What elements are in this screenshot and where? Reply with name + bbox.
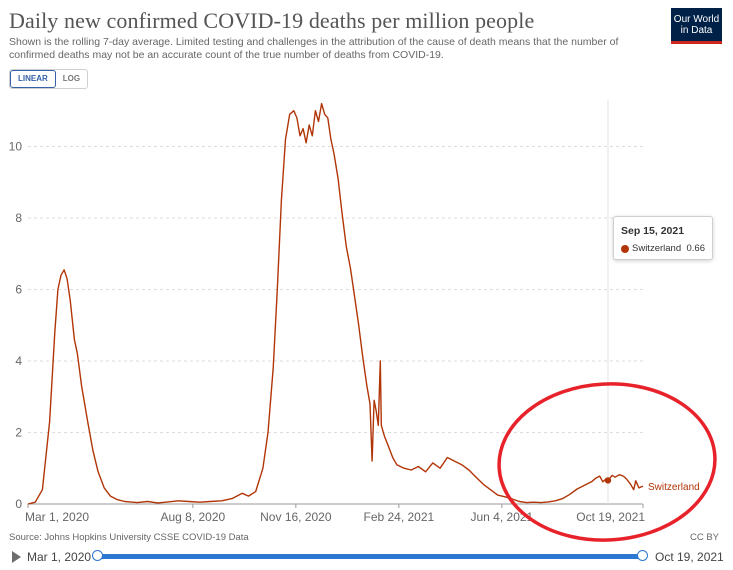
logo-text-line2: in Data xyxy=(680,25,713,36)
x-tick-label: Oct 19, 2021 xyxy=(576,510,645,524)
scale-toggle[interactable]: LINEAR LOG xyxy=(9,69,89,89)
logo-text-line1: Our World xyxy=(673,14,720,25)
tooltip-series-name: Switzerland xyxy=(632,243,682,254)
linear-scale-button[interactable]: LINEAR xyxy=(10,70,56,88)
series-line-switzerland xyxy=(27,102,644,505)
x-tick-label: Feb 24, 2021 xyxy=(363,510,434,524)
log-scale-button[interactable]: LOG xyxy=(62,74,81,83)
series-end-label: Switzerland xyxy=(648,482,700,493)
source-note[interactable]: Source: Johns Hopkins University CSSE CO… xyxy=(9,532,249,543)
y-tick-label: 10 xyxy=(9,139,23,153)
tooltip-series-dot xyxy=(621,245,629,253)
chart-subtitle: Shown is the rolling 7-day average. Limi… xyxy=(9,36,619,61)
x-tick-label: Aug 8, 2020 xyxy=(160,510,225,524)
chart-title: Daily new confirmed COVID-19 deaths per … xyxy=(9,8,535,33)
timeline-start-label: Mar 1, 2020 xyxy=(27,550,92,564)
y-tick-label: 6 xyxy=(15,282,22,296)
x-tick-label: Mar 1, 2020 xyxy=(25,510,89,524)
x-tick-label: Nov 16, 2020 xyxy=(260,510,332,524)
y-tick-label: 4 xyxy=(15,354,22,368)
tooltip-value: 0.66 xyxy=(686,243,706,254)
y-tick-label: 2 xyxy=(15,425,22,439)
highlight-point xyxy=(604,477,612,484)
y-tick-label: 0 xyxy=(15,497,22,511)
timeline-start-handle[interactable] xyxy=(92,550,103,561)
x-tick-label: Jun 4, 2021 xyxy=(471,510,534,524)
timeline-end-handle[interactable] xyxy=(637,550,648,561)
play-icon[interactable] xyxy=(12,551,21,563)
y-tick-label: 8 xyxy=(15,211,22,225)
timeline-end-label: Oct 19, 2021 xyxy=(655,550,724,564)
license-link[interactable]: CC BY xyxy=(689,532,719,543)
tooltip-date: Sep 15, 2021 xyxy=(621,225,685,237)
owid-logo[interactable]: Our World in Data xyxy=(671,8,722,44)
hover-tooltip: Sep 15, 2021 Switzerland 0.66 xyxy=(613,216,713,260)
logo-accent-bar xyxy=(671,41,722,44)
annotation-circle xyxy=(497,382,717,542)
timeline-track[interactable] xyxy=(97,554,643,559)
